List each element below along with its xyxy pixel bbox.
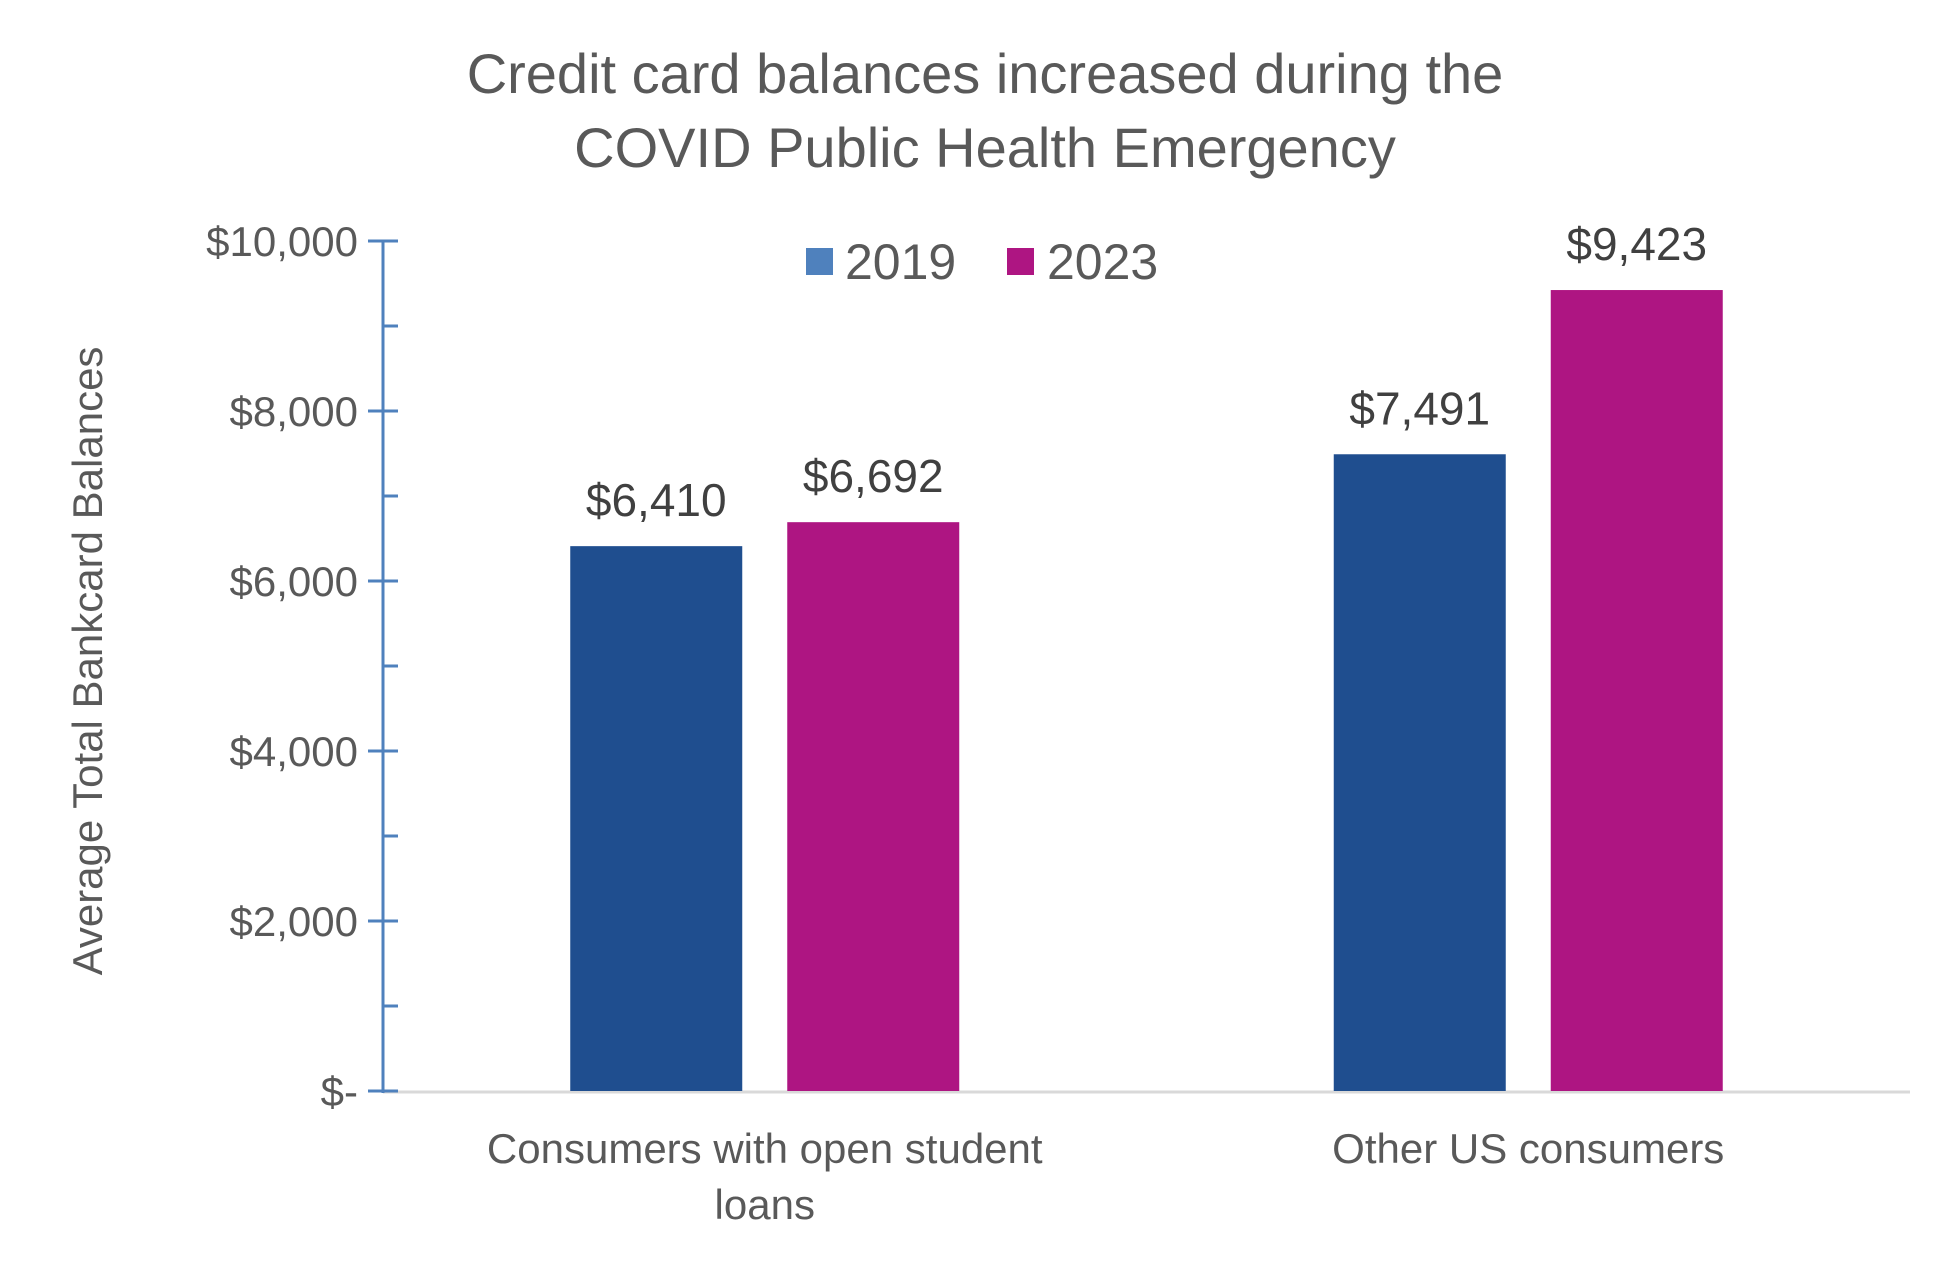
bar-2019-1	[570, 546, 743, 1091]
chart-title-line-1: Credit card balances increased during th…	[467, 42, 1504, 105]
chart-title-line-2: COVID Public Health Emergency	[574, 116, 1396, 179]
data-label-2019-1: $6,410	[586, 474, 727, 526]
y-tick-label: $10,000	[206, 218, 358, 265]
y-tick-label: $4,000	[230, 728, 358, 775]
y-tick-label: $8,000	[230, 388, 358, 435]
y-tick-label: $2,000	[230, 898, 358, 945]
y-axis	[368, 239, 398, 1093]
bars-layer	[570, 290, 1723, 1091]
y-tick-label: $-	[321, 1068, 358, 1115]
bar-2023-1	[787, 522, 960, 1091]
y-tick-label: $6,000	[230, 558, 358, 605]
data-label-2019-2: $7,491	[1349, 382, 1490, 434]
legend-label-2019: 2019	[845, 234, 956, 290]
legend-swatch-2019	[806, 248, 833, 275]
bar-2023-2	[1550, 290, 1723, 1091]
data-labels: $6,410 $6,692 $7,491 $9,423	[586, 218, 1707, 526]
x-tick-label: loans	[715, 1181, 815, 1228]
chart-title: Credit card balances increased during th…	[467, 42, 1504, 179]
data-label-2023-2: $9,423	[1566, 218, 1707, 270]
y-tick-labels: $- $2,000 $4,000 $6,000 $8,000 $10,000	[206, 218, 358, 1115]
y-axis-label: Average Total Bankcard Balances	[64, 347, 111, 976]
legend: 2019 2023	[806, 234, 1158, 290]
legend-swatch-2023	[1007, 248, 1034, 275]
bar-2019-2	[1333, 454, 1506, 1091]
x-tick-labels: Consumers with open student loans Other US…	[487, 1125, 1724, 1228]
x-tick-label: Consumers with open student	[487, 1125, 1043, 1172]
data-label-2023-1: $6,692	[803, 450, 944, 502]
x-tick-label: Other US consumers	[1332, 1125, 1724, 1172]
legend-label-2023: 2023	[1047, 234, 1158, 290]
